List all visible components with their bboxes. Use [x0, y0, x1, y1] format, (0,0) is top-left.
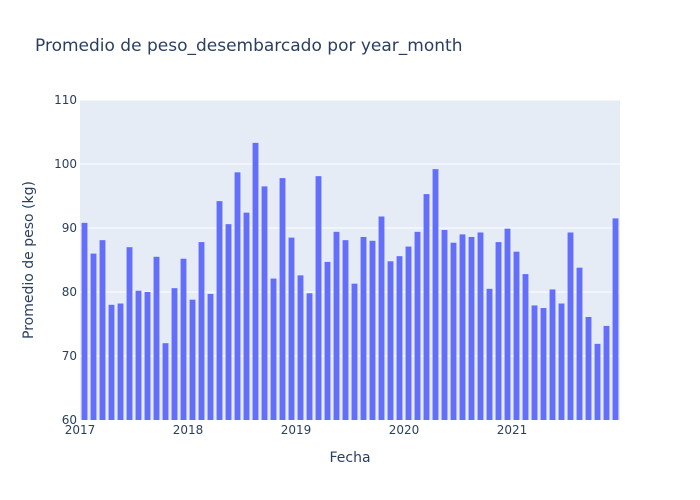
x-tick-label: 2017 [65, 423, 96, 437]
y-tick-label: 90 [62, 221, 77, 235]
x-tick-label: 2020 [389, 423, 420, 437]
bar-2017-11[interactable] [171, 288, 178, 420]
bar-2018-10[interactable] [270, 278, 277, 420]
bar-2017-06[interactable] [126, 247, 133, 420]
bar-2021-03[interactable] [531, 305, 538, 420]
bar-2017-09[interactable] [153, 256, 160, 420]
bar-2019-05[interactable] [333, 231, 340, 420]
chart-title: Promedio de peso_desembarcado por year_m… [35, 36, 462, 56]
bar-2018-12[interactable] [288, 237, 295, 420]
bar-2017-08[interactable] [144, 292, 151, 420]
bar-2017-05[interactable] [117, 303, 124, 420]
bar-2020-10[interactable] [486, 288, 493, 420]
bar-2018-11[interactable] [279, 178, 286, 420]
bar-2019-09[interactable] [369, 240, 376, 420]
bar-2021-02[interactable] [522, 274, 529, 420]
bar-2017-04[interactable] [108, 304, 115, 420]
bar-2021-09[interactable] [585, 316, 592, 420]
y-tick-label: 110 [54, 93, 77, 107]
bar-2021-06[interactable] [558, 303, 565, 420]
bar-2019-03[interactable] [315, 176, 322, 420]
bar-2020-08[interactable] [468, 236, 475, 420]
bar-2018-05[interactable] [225, 224, 232, 420]
bar-2019-01[interactable] [297, 275, 304, 420]
y-tick-label: 80 [62, 285, 77, 299]
bar-2018-09[interactable] [261, 186, 268, 420]
bar-2020-05[interactable] [441, 229, 448, 420]
bar-2020-03[interactable] [423, 194, 430, 420]
bar-2020-07[interactable] [459, 234, 466, 420]
bar-2020-01[interactable] [405, 246, 412, 420]
y-tick-label: 70 [62, 349, 77, 363]
bar-2018-08[interactable] [252, 142, 259, 420]
x-tick-label: 2018 [173, 423, 204, 437]
bar-2017-12[interactable] [180, 258, 187, 420]
bars [81, 142, 619, 420]
bar-2017-03[interactable] [99, 240, 106, 420]
gridlines [80, 99, 620, 357]
bar-2017-10[interactable] [162, 343, 169, 420]
bar-2018-06[interactable] [234, 172, 241, 420]
bar-2021-12[interactable] [612, 218, 619, 420]
bar-2017-01[interactable] [81, 222, 88, 420]
bar-2017-07[interactable] [135, 290, 142, 420]
bar-2021-08[interactable] [576, 267, 583, 420]
bar-2021-10[interactable] [594, 343, 601, 420]
bar-2020-11[interactable] [495, 242, 502, 420]
bar-2020-06[interactable] [450, 242, 457, 420]
bar-2018-01[interactable] [189, 299, 196, 420]
y-tick-label: 60 [62, 413, 77, 427]
bar-2017-02[interactable] [90, 253, 97, 420]
bar-2020-04[interactable] [432, 169, 439, 420]
bar-2020-09[interactable] [477, 232, 484, 420]
bar-2019-04[interactable] [324, 261, 331, 420]
bar-2019-11[interactable] [387, 261, 394, 420]
bar-2020-12[interactable] [504, 228, 511, 420]
bar-2019-06[interactable] [342, 240, 349, 420]
y-tick-label: 100 [54, 157, 77, 171]
plot-area [80, 100, 620, 420]
y-axis-ticks: 60 70 80 90 100 110 [54, 93, 77, 427]
bar-2019-10[interactable] [378, 216, 385, 420]
bar-2021-07[interactable] [567, 232, 574, 420]
bar-2019-02[interactable] [306, 293, 313, 420]
bar-2019-07[interactable] [351, 283, 358, 420]
bar-2018-04[interactable] [216, 201, 223, 420]
bar-2020-02[interactable] [414, 231, 421, 420]
bar-2018-07[interactable] [243, 212, 250, 420]
bar-2021-05[interactable] [549, 289, 556, 420]
bar-2019-08[interactable] [360, 236, 367, 420]
bar-2021-11[interactable] [603, 325, 610, 420]
bar-2021-01[interactable] [513, 251, 520, 420]
y-axis-title: Promedio de peso (kg) [21, 181, 37, 339]
bar-2021-04[interactable] [540, 308, 547, 420]
x-tick-label: 2019 [281, 423, 312, 437]
bar-2019-12[interactable] [396, 256, 403, 420]
x-axis-ticks: 2017 2018 2019 2020 2021 [65, 423, 528, 437]
x-tick-label: 2021 [497, 423, 528, 437]
bar-2018-02[interactable] [198, 242, 205, 420]
bar-2018-03[interactable] [207, 293, 214, 420]
x-axis-title: Fecha [329, 450, 370, 466]
